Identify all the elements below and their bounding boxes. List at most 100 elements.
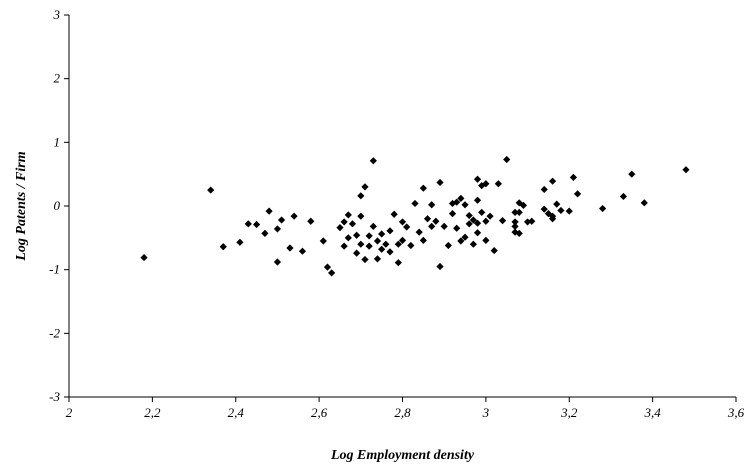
y-tick-label: -3 (49, 389, 60, 404)
y-axis-title: Log Patents / Firm (14, 151, 29, 261)
data-point (565, 207, 573, 215)
data-point (528, 217, 536, 225)
data-point (440, 222, 448, 230)
y-tick-label: -2 (49, 325, 60, 340)
data-point (378, 245, 386, 253)
data-point (453, 224, 461, 232)
data-point (511, 222, 519, 230)
data-point (394, 240, 402, 248)
data-point (461, 201, 469, 209)
data-point (365, 232, 373, 240)
data-point (473, 196, 482, 204)
data-point (548, 212, 557, 220)
data-point (369, 222, 377, 230)
data-point (482, 217, 490, 225)
data-point (453, 198, 461, 206)
x-tick-label: 3,6 (727, 405, 745, 420)
data-point (340, 242, 348, 250)
data-point (494, 180, 502, 188)
data-point (432, 217, 440, 225)
data-point (344, 234, 352, 242)
data-point (473, 229, 482, 237)
data-point (682, 166, 690, 174)
data-point (353, 249, 361, 257)
data-point (419, 184, 427, 192)
data-point (361, 255, 369, 264)
data-point (428, 201, 436, 209)
x-tick-label: 3,4 (644, 405, 662, 420)
data-point (436, 178, 444, 187)
data-point (515, 229, 523, 237)
data-point (407, 241, 415, 250)
data-point (444, 241, 452, 250)
data-point (386, 227, 394, 235)
data-point (244, 220, 252, 228)
x-tick-label: 3,2 (560, 405, 578, 420)
data-point (219, 243, 227, 251)
data-point (278, 216, 286, 224)
data-point (461, 233, 469, 241)
x-axis-title: Log Employment density (330, 448, 475, 463)
data-point (323, 263, 332, 271)
data-point (465, 220, 473, 228)
x-tick-label: 3 (482, 405, 490, 420)
data-point (490, 246, 498, 255)
data-point (319, 237, 327, 245)
data-point (515, 199, 523, 207)
data-point (448, 199, 457, 208)
data-point (252, 220, 261, 229)
data-point (519, 201, 527, 209)
data-point (428, 222, 436, 230)
data-point (403, 223, 411, 231)
data-point (357, 240, 365, 248)
x-tick-label: 2,4 (228, 405, 245, 420)
data-point (419, 236, 427, 244)
data-point (457, 237, 465, 245)
data-point (457, 194, 465, 202)
data-point (390, 210, 398, 218)
y-tick-label: 1 (54, 134, 61, 149)
data-point (511, 208, 519, 216)
data-point (273, 225, 282, 233)
data-point (394, 259, 402, 267)
y-axis: -3 -2 -1 0 1 2 3 (49, 7, 70, 404)
data-point (640, 199, 648, 207)
data-point (448, 210, 457, 218)
data-point (486, 212, 494, 220)
data-point (140, 253, 148, 262)
data-point (478, 208, 486, 216)
data-point (328, 269, 336, 277)
data-point (511, 218, 519, 226)
data-point (478, 182, 486, 190)
data-point (465, 211, 473, 220)
data-point (378, 230, 386, 238)
data-point (553, 200, 561, 208)
data-point (628, 170, 636, 178)
data-point (382, 240, 390, 248)
data-point (482, 180, 490, 188)
data-point (386, 248, 394, 256)
data-point (540, 185, 548, 194)
data-point (373, 237, 382, 245)
data-point (261, 229, 269, 237)
data-point (411, 199, 419, 208)
data-point (469, 216, 477, 224)
data-point (348, 220, 357, 228)
data-point (357, 192, 365, 200)
y-tick-label: 2 (54, 71, 61, 86)
data-point (482, 236, 490, 244)
data-point (373, 255, 382, 263)
x-tick-label: 2 (66, 405, 73, 420)
data-point (498, 217, 507, 225)
x-axis: 2 2,2 2,4 2,6 2,8 3 3,2 3,4 3,6 (66, 396, 745, 420)
data-point (298, 247, 307, 255)
y-tick-label: 3 (53, 7, 61, 22)
data-point (599, 204, 607, 213)
data-point (573, 190, 582, 198)
data-point (540, 205, 548, 213)
data-point (290, 212, 298, 220)
data-point (569, 173, 578, 181)
data-point (398, 236, 407, 244)
x-tick-label: 2,6 (311, 405, 328, 420)
data-point (436, 262, 444, 271)
